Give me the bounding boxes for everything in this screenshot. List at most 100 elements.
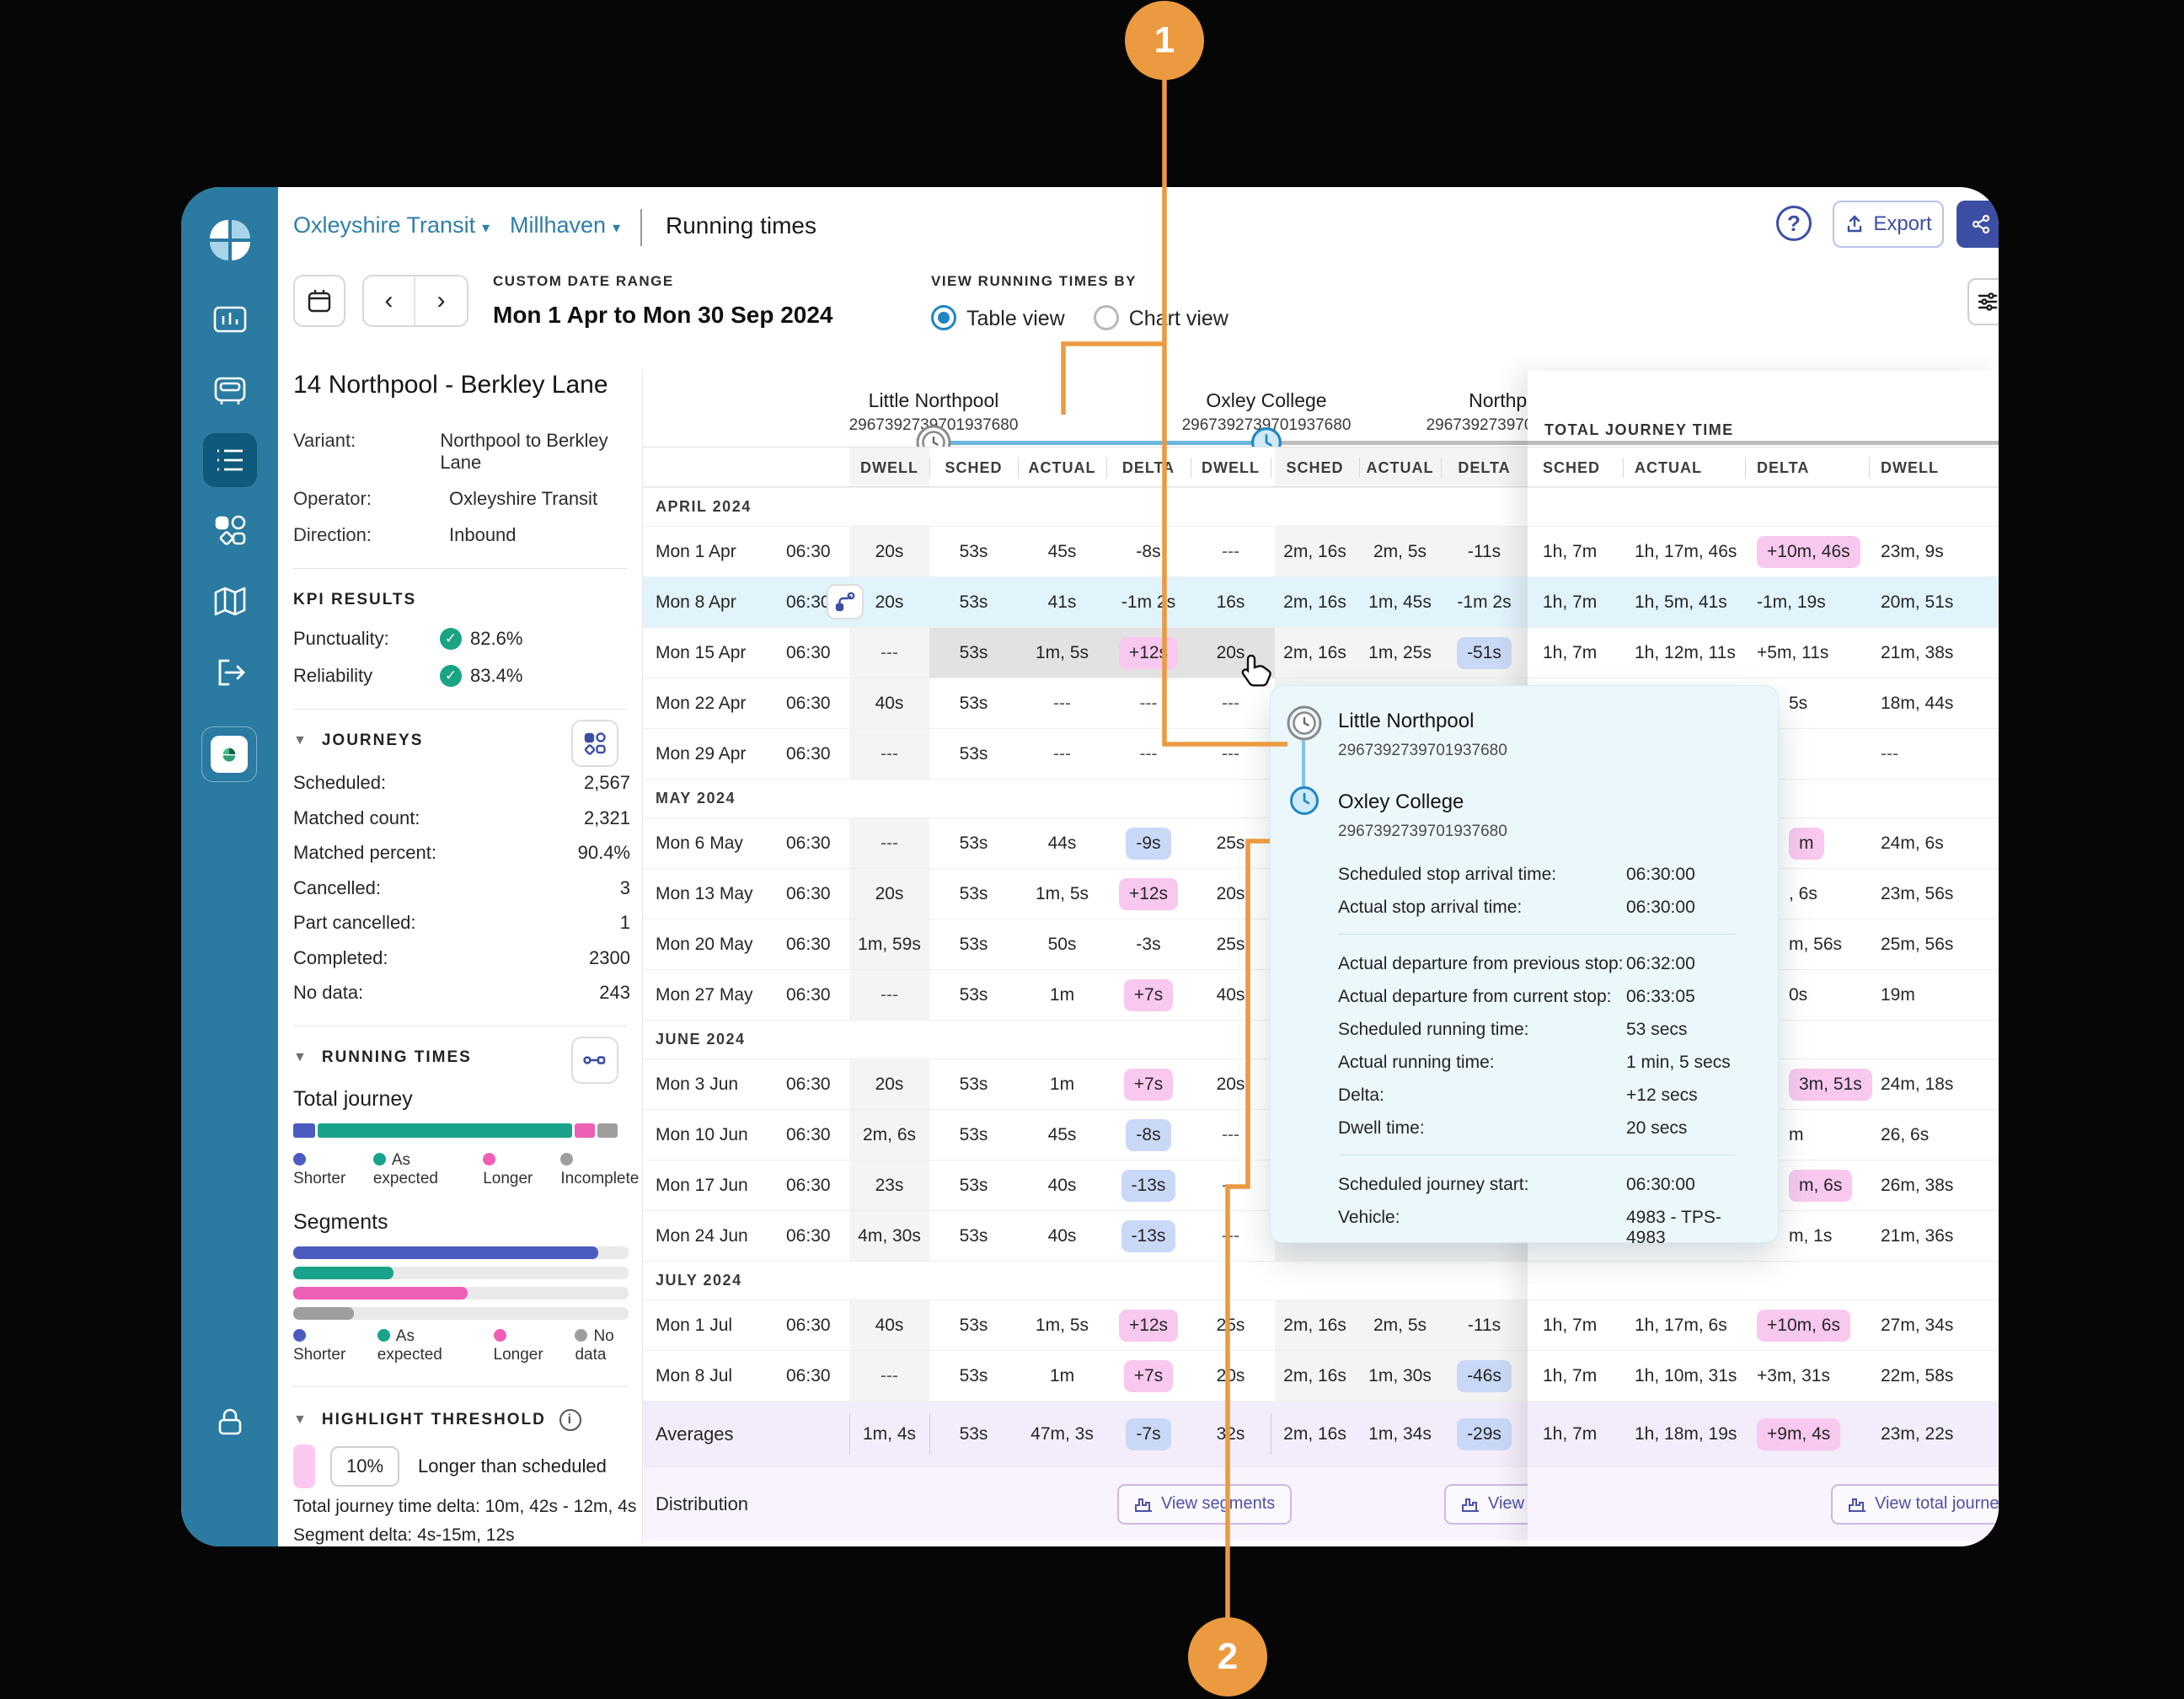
- journeys-header[interactable]: ▼ JOURNEYS: [293, 732, 424, 749]
- bar-segment: [575, 1123, 596, 1138]
- threshold-header[interactable]: ▼ HIGHLIGHT THRESHOLD i: [293, 1409, 642, 1431]
- sidebar-item-lock[interactable]: [181, 1393, 278, 1452]
- sidebar-item-workspace[interactable]: [201, 726, 257, 782]
- compare-journey-button[interactable]: [827, 584, 864, 619]
- bar-segment: [597, 1123, 618, 1138]
- filters-button[interactable]: Filters: [1967, 278, 1999, 325]
- sidebar-item-analytics[interactable]: [181, 290, 278, 349]
- dwell1-value: 1m, 59s: [858, 934, 921, 954]
- table-row-total-journey[interactable]: 1h, 7m 1h, 5m, 41s -1m, 19s 20m, 51s: [1528, 576, 1999, 627]
- sidebar-item-logout[interactable]: [181, 643, 278, 702]
- sidebar-item-running-times[interactable]: [181, 431, 278, 490]
- stat-value: 2300: [589, 946, 630, 968]
- column-header: DELTA: [1121, 459, 1175, 476]
- tooltip-stop1-id: 2967392739701937680: [1338, 742, 1507, 759]
- breadcrumb-operator[interactable]: Oxleyshire Transit ▾: [293, 212, 490, 238]
- tooltip-row-label: Dwell time:: [1338, 1118, 1425, 1138]
- longer-threshold-input[interactable]: 10%: [330, 1446, 399, 1487]
- running-times-link-button[interactable]: [571, 1037, 618, 1084]
- tooltip-row-label: Actual departure from previous stop:: [1338, 954, 1624, 973]
- total-journey-legend: Shorter As expected Longer Incomplete: [293, 1151, 642, 1188]
- breadcrumb-region[interactable]: Millhaven ▾: [510, 212, 621, 238]
- delta1-value: ---: [1106, 729, 1191, 779]
- tj-delta-value: +5m, 11s: [1757, 628, 1876, 678]
- logout-icon: [218, 659, 245, 686]
- tj-dwell-value: 19m: [1881, 984, 1915, 1005]
- segment2-zone: [1275, 1300, 1528, 1350]
- delta1-value: +7s: [1106, 1059, 1191, 1109]
- chart-view-radio[interactable]: Chart view: [1093, 305, 1228, 331]
- stat-value: 3: [619, 876, 630, 898]
- help-button[interactable]: ?: [1776, 206, 1812, 241]
- tj-dwell-value: 24m, 6s: [1881, 833, 1944, 853]
- table-row[interactable]: Mon 8 Jul 06:30 --- 53s 1m +7s 20s 2m, 16s 1m, 3…: [643, 1350, 1528, 1401]
- legend-dot-icon: [372, 1153, 386, 1166]
- divider: [293, 709, 627, 710]
- table-row[interactable]: Mon 15 Apr 06:30 --- 53s 1m, 5s +12s 20s 2m, 16…: [643, 627, 1528, 678]
- journeys-matrix-button[interactable]: [571, 720, 618, 767]
- table-row-total-journey[interactable]: 1h, 7m 1h, 12m, 11s +5m, 11s 21m, 38s: [1528, 627, 1999, 678]
- journey-stat-row: Matched count: 2,321: [293, 807, 642, 829]
- bar-segment: [317, 1123, 573, 1138]
- info-icon[interactable]: i: [559, 1409, 581, 1431]
- table-row-total-journey[interactable]: 1h, 7m 1h, 17m, 46s +10m, 46s 23m, 9s: [1528, 526, 1999, 576]
- next-date-button[interactable]: ›: [436, 287, 446, 314]
- tj-dwell-value: 22m, 58s: [1881, 1365, 1954, 1385]
- column-separator: [1745, 458, 1746, 478]
- table-row[interactable]: Mon 1 Jul 06:30 40s 53s 1m, 5s +12s 25s 2m, 16s…: [643, 1300, 1528, 1350]
- page-title: Running times: [666, 212, 816, 239]
- date-range-value[interactable]: Mon 1 Apr to Mon 30 Sep 2024: [493, 302, 833, 328]
- sched1-value: 53s: [959, 1175, 988, 1195]
- view-segments-button[interactable]: View segments: [1117, 1483, 1293, 1525]
- pinwheel-logo-icon: [209, 220, 250, 260]
- dwell-zone: [849, 1211, 929, 1261]
- tooltip-row-value: 20 secs: [1626, 1118, 1688, 1138]
- table-row-total-journey[interactable]: 1h, 7m 1h, 17m, 6s +10m, 6s 27m, 34s: [1528, 1300, 1999, 1350]
- view-segments-button[interactable]: View segments: [1444, 1483, 1528, 1525]
- dwell1-value: 40s: [875, 1315, 904, 1335]
- legend-item: As expected: [372, 1151, 438, 1187]
- export-icon: [1848, 215, 1862, 233]
- table-row[interactable]: Mon 8 Apr 06:30 20s 53s 41s -1m 2s 16s 2m, 16s…: [643, 576, 1528, 627]
- tj-dwell-value: 21m, 38s: [1881, 642, 1954, 662]
- running-times-header[interactable]: ▼ RUNNING TIMES: [293, 1048, 472, 1066]
- segment-delta-note: Segment delta: 4s-15m, 12s: [293, 1525, 515, 1545]
- row-date: Mon 13 May: [656, 883, 753, 903]
- sched1-value: 53s: [959, 1074, 988, 1094]
- column-header: ACTUAL: [1028, 459, 1096, 476]
- delta-value: m, 1s: [1789, 1225, 1833, 1246]
- sidebar-item-apps[interactable]: [181, 501, 278, 560]
- dwell-zone: [849, 448, 929, 486]
- export-button[interactable]: Export: [1833, 201, 1944, 248]
- table-row[interactable]: Mon 1 Apr 06:30 20s 53s 45s -8s --- 2m, 16s 2m, …: [643, 526, 1528, 576]
- legend-item: No data: [575, 1327, 614, 1364]
- dwell1-value: 20s: [875, 883, 904, 903]
- column-header-band: DWELL SCHED ACTUAL DELTA DWELL SCHED ACTUAL DEL…: [643, 447, 1528, 487]
- dwell-zone: [849, 818, 929, 868]
- sidebar-item-map[interactable]: [181, 572, 278, 631]
- journey-stat-row: Completed: 2300: [293, 947, 642, 969]
- tj-delta-value: 3m, 51s: [1757, 1059, 1876, 1109]
- tooltip-row-label: Actual running time:: [1338, 1053, 1495, 1072]
- table-view-radio[interactable]: Table view: [931, 305, 1065, 331]
- tj-actual-value: 1h, 18m, 19s: [1635, 1423, 1737, 1444]
- row-date: Mon 27 May: [656, 984, 753, 1005]
- actual2-value: 1m, 45s: [1368, 592, 1432, 612]
- dwell1-value: ---: [881, 642, 898, 662]
- segment-bar-fill: [293, 1246, 599, 1259]
- calendar-button[interactable]: [293, 275, 345, 327]
- segment2-zone: [1275, 527, 1528, 576]
- delta1-value: +7s: [1106, 1351, 1191, 1401]
- share-button[interactable]: Share: [1956, 201, 1999, 248]
- table-row-total-journey[interactable]: 1h, 7m 1h, 10m, 31s +3m, 31s 22m, 58s: [1528, 1350, 1999, 1401]
- clock-icon: [1290, 786, 1319, 815]
- view-total-journey-button[interactable]: View total journey: [1831, 1483, 1999, 1525]
- table-row[interactable]: Mon 6 May 06:30 --- 53s 44s -9s 25s: [643, 817, 1528, 868]
- actual1-value: 1m, 5s: [1035, 883, 1089, 903]
- stop-name: Little Northpool: [868, 389, 999, 411]
- actual1-value: 1m, 5s: [1035, 1315, 1089, 1335]
- prev-date-button[interactable]: ‹: [364, 276, 415, 325]
- sidebar-item-vehicles[interactable]: [181, 362, 278, 421]
- segment-bar-track: [293, 1246, 629, 1259]
- dwell1-value: 20s: [875, 592, 904, 612]
